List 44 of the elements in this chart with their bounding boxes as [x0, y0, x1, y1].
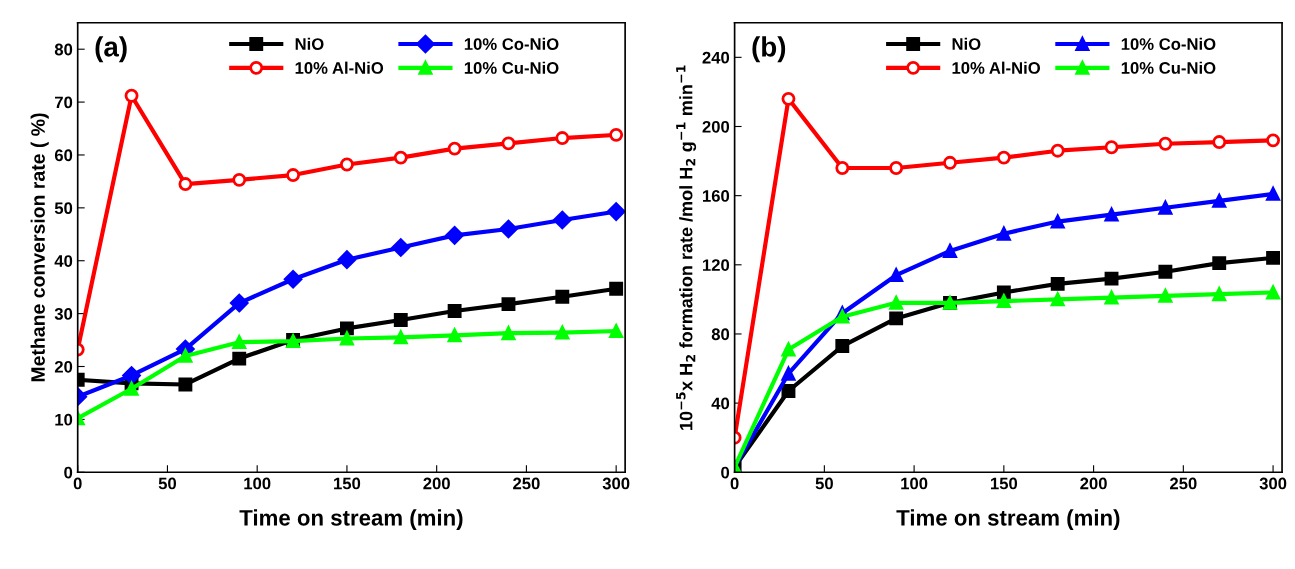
x-tick-label: 100: [244, 477, 271, 490]
legend-label: NiO: [952, 37, 981, 50]
legend-label: 10% Co-NiO: [1121, 37, 1216, 50]
y-axis-title: Methane conversion rate ( %): [30, 113, 49, 382]
x-tick-label: 300: [1259, 477, 1287, 490]
x-tick-label: 0: [730, 477, 739, 490]
y-tick-label: 60: [54, 149, 73, 162]
x-tick-label: 250: [1170, 477, 1197, 490]
x-axis-title: Time on stream (min): [239, 509, 463, 531]
y-tick-label: 160: [703, 190, 730, 202]
text: 10$^{−5}$x H$_{2}$ formation rate /mol H$_{2}$ g$^{−1}$ min$^{−1}$: [676, 65, 697, 430]
annotation: (a): [95, 36, 127, 63]
legend-label: 10% Al-NiO: [295, 61, 384, 74]
y-tick-label: 0: [64, 466, 73, 479]
x-axis-title: Time on stream (min): [896, 509, 1120, 531]
y-tick-label: 240: [702, 51, 730, 64]
y-tick-label: 70: [55, 96, 73, 109]
y-tick-label: 50: [54, 202, 73, 215]
x-tick-label: 250: [513, 477, 540, 490]
y-tick-label: 80: [54, 43, 73, 56]
y-tick-label: 0: [721, 466, 730, 479]
y-tick-label: 20: [54, 360, 73, 373]
y-tick-label: 40: [54, 255, 73, 267]
y-tick-label: 30: [54, 308, 73, 320]
y-tick-label: 10: [55, 413, 73, 426]
x-tick-label: 100: [901, 477, 928, 490]
legend-label: 10% Cu-NiO: [1121, 61, 1216, 74]
y-tick-label: 120: [703, 259, 730, 272]
x-tick-label: 50: [158, 477, 177, 490]
y-tick-label: 40: [711, 397, 730, 410]
x-tick-label: 50: [815, 477, 833, 490]
y-tick-label: 80: [711, 328, 730, 341]
x-tick-label: 150: [334, 477, 361, 490]
legend-label: 10% Co-NiO: [464, 37, 559, 50]
x-tick-label: 200: [423, 477, 450, 490]
legend-label: NiO: [295, 37, 324, 50]
legend-label: 10% Cu-NiO: [464, 61, 559, 74]
x-tick-label: 200: [1080, 477, 1107, 490]
y-tick-label: 200: [702, 120, 730, 133]
x-tick-label: 0: [73, 477, 82, 490]
annotation: (b): [752, 36, 786, 63]
legend-label: 10% Al-NiO: [952, 61, 1041, 74]
x-tick-label: 300: [602, 477, 630, 490]
x-tick-label: 150: [990, 477, 1018, 490]
